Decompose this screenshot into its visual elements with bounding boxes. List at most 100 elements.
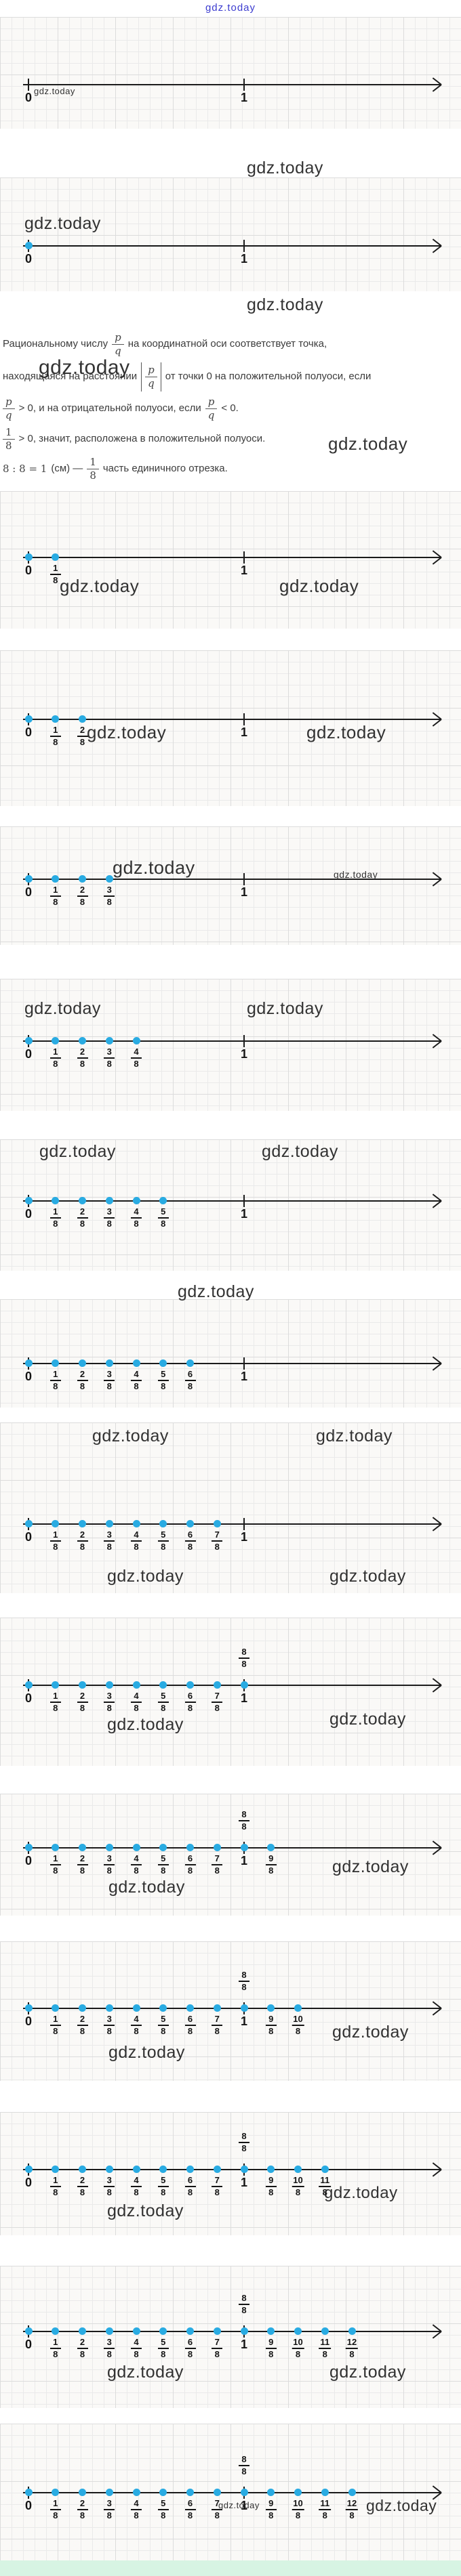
fraction-denominator: 8 [134,1541,139,1552]
zero-label: 0 [24,2499,33,2512]
fraction-denominator: 8 [161,2187,166,2197]
point-dot [52,2327,60,2335]
fraction-denominator: 8 [134,1380,139,1391]
point-dot [159,1681,167,1689]
point-dot [24,1197,33,1204]
one-label: 1 [240,2176,248,2189]
zero-label: 0 [24,2014,33,2028]
fraction-denominator: 8 [187,1702,193,1713]
fraction-label: 10 8 [292,2175,304,2198]
fraction-numerator: 1 [49,2337,61,2349]
fraction-numerator: 5 [157,2014,169,2026]
fraction-numerator: 6 [184,2014,196,2026]
axis-line [23,2331,441,2332]
axis-line [23,245,441,247]
fraction-denominator: 8 [53,1380,58,1391]
text-segment: Рациональному числу [3,338,108,350]
fraction-numerator: 3 [104,1691,115,1703]
fraction-numerator: 5 [157,2337,169,2349]
fraction-denominator: 8 [134,1702,139,1713]
fraction-denominator: 8 [134,2187,139,2197]
fraction-denominator: 8 [134,1218,139,1229]
point-dot [348,2489,356,2496]
fraction-denominator: 8 [106,1865,112,1876]
watermark: gdz.today [108,1878,185,1897]
fraction-numerator: 1 [49,725,61,737]
watermark: gdz.today [39,1142,116,1161]
fraction-denominator: 8 [79,1702,85,1713]
fraction-numerator: 1 [49,2498,61,2510]
point-dot [24,1844,33,1851]
point-dot [105,1681,113,1689]
fraction-denominator: 8 [161,1380,166,1391]
fraction-numerator: 2 [77,1853,88,1865]
fraction-numerator: 7 [212,1529,223,1542]
zero-label: 0 [24,885,33,899]
fraction-denominator: 8 [106,1541,112,1552]
point-dot [79,2004,86,2012]
fraction-denominator: 8 [241,1821,247,1832]
fraction-denominator: 8 [241,2304,247,2315]
fraction-numerator: 12 [345,2498,359,2510]
point-dot [294,2166,302,2173]
fraction-numerator: 2 [77,2014,88,2026]
fraction-denominator: 8 [53,736,58,747]
graph-paper-band [0,177,461,291]
point-dot [294,2004,302,2012]
fraction-numerator: 1 [49,1691,61,1703]
axis-line [23,879,441,880]
fraction-denominator: 8 [295,2510,301,2520]
point-dot [52,1844,60,1851]
one-label: 1 [240,1207,248,1221]
fraction-denominator: 8 [106,2348,112,2359]
fraction-denominator: 8 [322,2510,327,2520]
zero-label: 0 [24,1047,33,1061]
point-dot [213,2004,221,2012]
point-dot [52,553,60,561]
fraction-denominator: 8 [106,2187,112,2197]
fraction-numerator: 3 [104,1206,115,1219]
tick-one [243,1357,245,1370]
text-segment: от точки 0 на положительной полуоси, есл… [165,370,372,382]
point-dot [52,2166,60,2173]
point-dot [267,2327,275,2335]
fraction-numerator: 4 [131,1853,142,1865]
point-dot [105,2166,113,2173]
text-segment: < 0. [221,402,239,415]
watermark: gdz.today [39,356,130,379]
fraction-label: 10 8 [292,2014,304,2037]
watermark: gdz.today [24,999,101,1018]
watermark: gdz.today [332,2023,409,2042]
fraction-numerator: 3 [104,2175,115,2187]
graph-paper-band [0,2112,461,2235]
fraction-denominator: 8 [53,2348,58,2359]
axis-line [23,2008,441,2009]
fraction-denominator: 8 [295,2187,301,2197]
fraction-numerator: 1 [49,1853,61,1865]
fraction-numerator: 6 [184,1529,196,1542]
zero-label: 0 [24,2338,33,2351]
fraction-denominator: 8 [161,1218,166,1229]
bottom-green-strip [0,2560,461,2576]
point-dot [52,2489,60,2496]
fraction-numerator: 1 [49,1206,61,1219]
fraction-label: 10 8 [292,2337,304,2360]
fraction-denominator: 8 [53,2510,58,2520]
